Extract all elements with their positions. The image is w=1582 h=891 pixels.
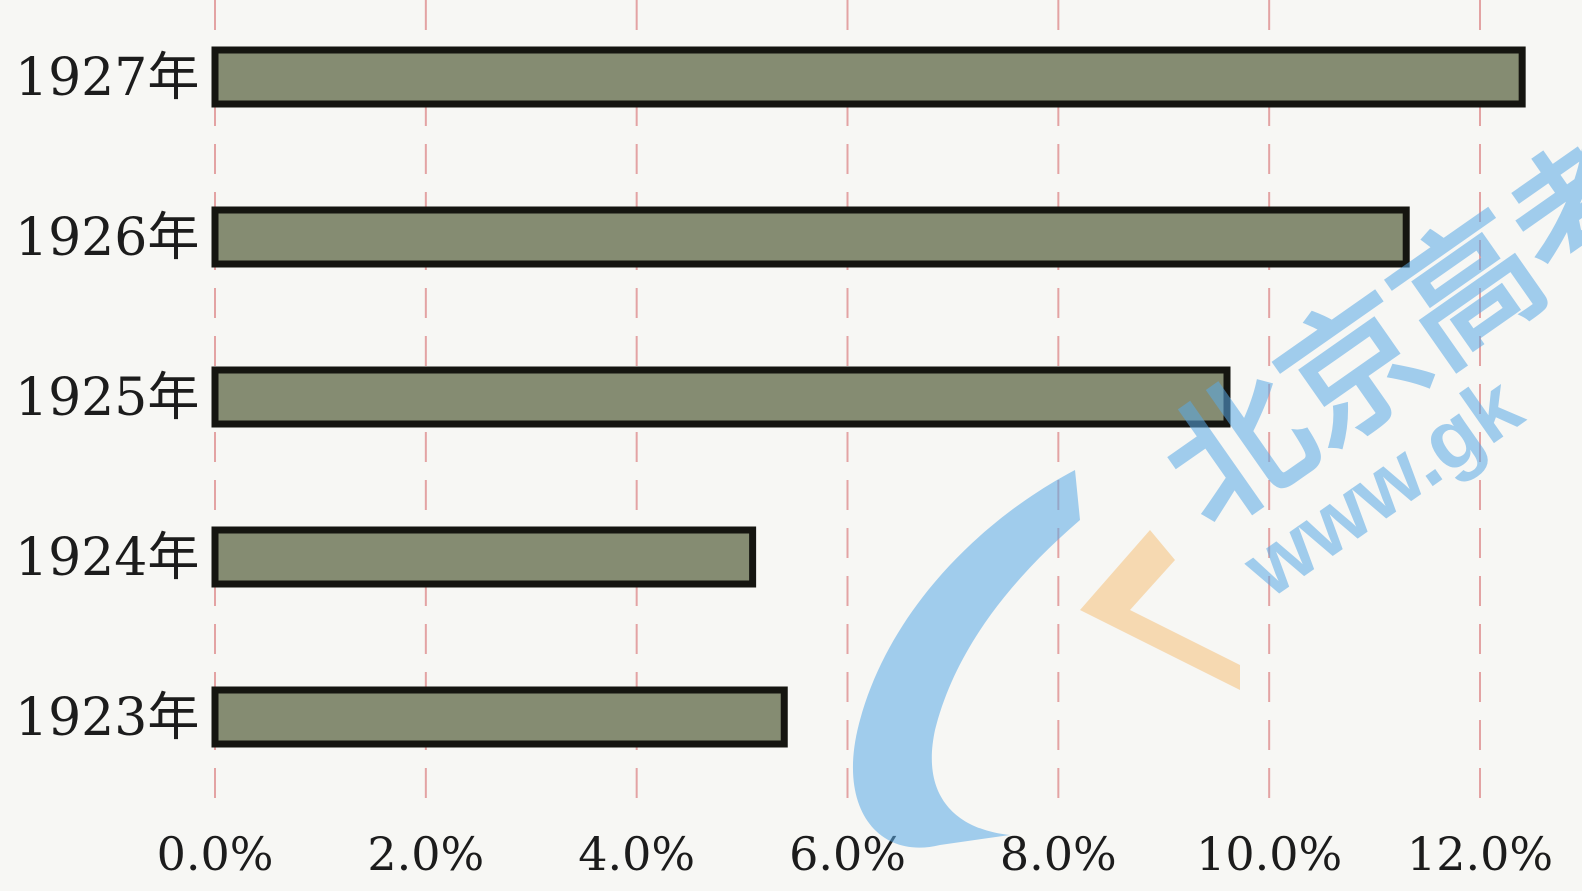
x-tick-labels: 0.0% 2.0% 4.0% 6.0% 8.0% 10.0% 12.0% <box>157 827 1554 881</box>
watermark-logo-k-shape <box>1080 530 1240 690</box>
category-labels: 1927年 1926年 1925年 1924年 1923年 <box>15 48 199 748</box>
category-label: 1927年 <box>15 48 199 108</box>
bar <box>211 206 1410 268</box>
watermark-logo-c-shape <box>852 470 1080 848</box>
category-label: 1925年 <box>15 368 199 428</box>
category-label: 1923年 <box>15 688 199 748</box>
x-tick-label: 10.0% <box>1196 827 1342 881</box>
x-tick-label: 4.0% <box>578 827 695 881</box>
category-label: 1924年 <box>15 528 199 588</box>
x-tick-label: 8.0% <box>1000 827 1117 881</box>
x-tick-label: 2.0% <box>367 827 484 881</box>
category-label: 1926年 <box>15 208 199 268</box>
bar <box>211 686 788 748</box>
x-tick-label: 12.0% <box>1407 827 1553 881</box>
bar <box>211 526 757 588</box>
bars-layer <box>211 46 1526 748</box>
bar <box>211 366 1231 428</box>
x-tick-label: 0.0% <box>157 827 274 881</box>
bar <box>211 46 1526 108</box>
